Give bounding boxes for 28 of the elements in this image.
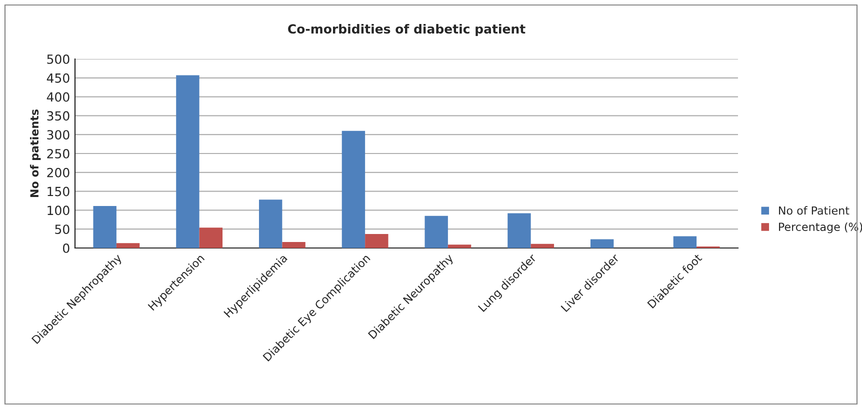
bar bbox=[199, 228, 223, 248]
bar bbox=[116, 243, 140, 248]
bar bbox=[282, 242, 306, 248]
y-tick-label: 100 bbox=[48, 206, 70, 216]
y-axis-title: No of patients bbox=[30, 109, 41, 198]
y-tick-label: 0 bbox=[63, 243, 70, 253]
bar bbox=[93, 206, 116, 248]
legend-label: No of Patient bbox=[779, 206, 850, 215]
bar bbox=[448, 244, 472, 248]
y-tick-label: 200 bbox=[47, 168, 70, 178]
bar bbox=[424, 216, 448, 248]
chart-title: Co-morbidities of diabetic patient bbox=[288, 24, 526, 36]
y-tick-label: 150 bbox=[48, 186, 70, 196]
bar bbox=[258, 200, 282, 248]
bar bbox=[342, 130, 366, 248]
y-tick-label: 450 bbox=[46, 73, 70, 83]
bar bbox=[590, 239, 614, 248]
y-tick-label: 50 bbox=[55, 224, 70, 234]
y-tick-label: 500 bbox=[47, 54, 70, 64]
y-tick-label: 250 bbox=[47, 148, 70, 158]
y-tick-label: 350 bbox=[47, 111, 70, 121]
y-tick-label: 400 bbox=[46, 92, 70, 102]
bar bbox=[530, 244, 554, 248]
bar bbox=[673, 236, 697, 248]
bar bbox=[176, 75, 200, 248]
bar bbox=[508, 213, 531, 248]
bar bbox=[365, 234, 388, 248]
y-tick-label: 300 bbox=[47, 130, 70, 140]
